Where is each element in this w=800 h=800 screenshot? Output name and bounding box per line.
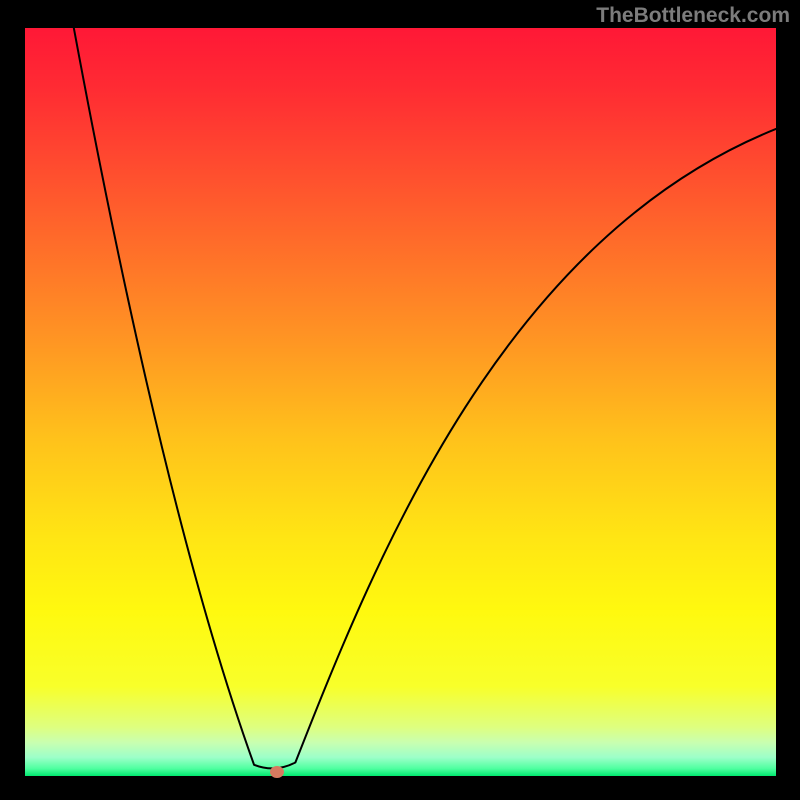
optimal-point-marker — [270, 766, 284, 778]
plot-background — [25, 28, 776, 776]
bottleneck-plot — [25, 28, 776, 776]
watermark-text: TheBottleneck.com — [596, 4, 790, 28]
chart-stage: TheBottleneck.com — [0, 0, 800, 800]
